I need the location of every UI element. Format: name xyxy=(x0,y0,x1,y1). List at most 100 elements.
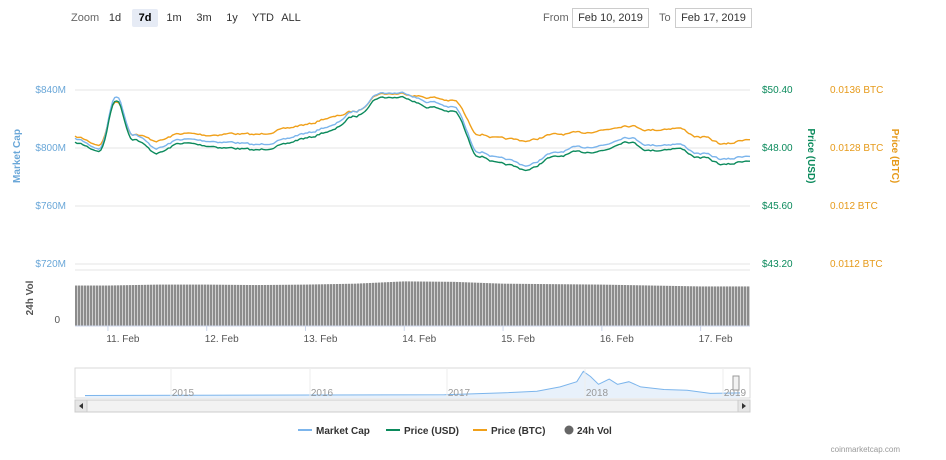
usd-axis-tick: $45.60 xyxy=(762,201,793,212)
volume-bar xyxy=(516,283,519,326)
volume-bar xyxy=(183,284,186,326)
volume-bar xyxy=(717,286,720,326)
legend-item[interactable]: Market Cap xyxy=(298,426,370,437)
volume-bar xyxy=(468,282,471,326)
volume-bar xyxy=(180,284,183,326)
legend-item[interactable]: Price (USD) xyxy=(386,426,459,437)
volume-bar xyxy=(282,284,285,326)
volume-bar xyxy=(381,282,384,326)
left-axis-title: Market Cap xyxy=(12,129,23,183)
volume-bar xyxy=(426,281,429,326)
price-usd-line[interactable] xyxy=(74,95,750,172)
zoom-button-1y[interactable]: 1y xyxy=(226,12,238,24)
volume-bar xyxy=(723,286,726,326)
volume-bar xyxy=(489,283,492,326)
volume-bar xyxy=(636,285,639,326)
zoom-button-7d[interactable]: 7d xyxy=(132,9,158,27)
volume-bar xyxy=(192,284,195,326)
scroll-left-icon xyxy=(79,403,83,409)
volume-bar xyxy=(459,282,462,326)
volume-bar xyxy=(744,286,747,326)
volume-bar xyxy=(600,284,603,326)
volume-bar xyxy=(747,286,750,326)
volume-bar xyxy=(309,284,312,326)
volume-bar xyxy=(705,286,708,326)
volume-bar xyxy=(585,284,588,326)
volume-bar xyxy=(135,284,138,326)
x-axis-tick: 17. Feb xyxy=(699,334,733,345)
volume-bar xyxy=(225,284,228,326)
volume-bar xyxy=(234,284,237,326)
volume-bar xyxy=(306,284,309,326)
volume-bar xyxy=(519,283,522,326)
volume-bar xyxy=(588,284,591,326)
volume-bar xyxy=(90,285,93,326)
legend-item[interactable]: 24h Vol xyxy=(564,425,613,438)
volume-bar xyxy=(318,284,321,326)
volume-bar xyxy=(120,285,123,326)
volume-bar xyxy=(696,286,699,326)
credit-text[interactable]: coinmarketcap.com xyxy=(831,445,901,454)
volume-bar xyxy=(456,281,459,326)
left-axis-tick: $840M xyxy=(35,85,66,96)
navigator-scrollbar[interactable] xyxy=(74,399,751,413)
volume-bar xyxy=(240,284,243,326)
to-date-input[interactable]: Feb 17, 2019 xyxy=(675,8,752,28)
volume-bar xyxy=(348,283,351,326)
market-cap-line[interactable] xyxy=(74,91,751,167)
volume-bar xyxy=(525,283,528,326)
volume-bar xyxy=(429,281,432,326)
volume-bar xyxy=(246,284,249,326)
from-date-input[interactable]: Feb 10, 2019 xyxy=(572,8,649,28)
volume-bar xyxy=(273,284,276,326)
volume-bar xyxy=(111,285,114,326)
vol-axis-title: 24h Vol xyxy=(25,280,36,315)
volume-bar xyxy=(294,284,297,326)
legend-label: Market Cap xyxy=(316,426,370,437)
volume-bar xyxy=(405,281,408,326)
volume-bar xyxy=(279,284,282,326)
volume-bar xyxy=(669,285,672,326)
volume-bar xyxy=(558,284,561,326)
volume-bar xyxy=(432,281,435,326)
volume-bar xyxy=(339,283,342,326)
volume-bar xyxy=(168,284,171,326)
volume-bar xyxy=(582,284,585,326)
volume-bar xyxy=(678,286,681,326)
navigator-handle[interactable] xyxy=(732,375,740,391)
volume-bar xyxy=(549,284,552,326)
legend-item[interactable]: Price (BTC) xyxy=(473,426,545,437)
volume-bar xyxy=(702,286,705,326)
volume-bar xyxy=(480,282,483,326)
volume-bar xyxy=(492,283,495,326)
volume-bar xyxy=(123,285,126,326)
zoom-button-3m[interactable]: 3m xyxy=(196,12,212,24)
volume-bar xyxy=(255,285,258,326)
volume-bar xyxy=(147,284,150,326)
volume-bar xyxy=(666,285,669,326)
volume-bar xyxy=(216,284,219,326)
volume-bar xyxy=(609,284,612,326)
volume-bar xyxy=(630,285,633,326)
volume-bar xyxy=(726,286,729,326)
volume-bar xyxy=(498,283,501,326)
zoom-button-all[interactable]: ALL xyxy=(281,12,301,24)
volume-bar xyxy=(342,283,345,326)
volume-bar xyxy=(399,281,402,326)
zoom-button-1d[interactable]: 1d xyxy=(108,12,122,24)
volume-bar xyxy=(495,283,498,326)
volume-bar xyxy=(186,284,189,326)
zoom-button-ytd[interactable]: YTD xyxy=(252,12,274,24)
zoom-button-1m[interactable]: 1m xyxy=(166,12,182,24)
volume-bar xyxy=(642,285,645,326)
volume-bar xyxy=(597,284,600,326)
x-axis-tick: 12. Feb xyxy=(205,334,239,345)
volume-bar xyxy=(672,285,675,326)
volume-bar xyxy=(417,281,420,326)
x-axis-tick: 13. Feb xyxy=(304,334,338,345)
usd-axis-tick: $48.00 xyxy=(762,143,793,154)
volume-bar xyxy=(648,285,651,326)
volume-bar xyxy=(84,285,87,326)
volume-bar xyxy=(354,283,357,326)
volume-bar xyxy=(435,281,438,326)
